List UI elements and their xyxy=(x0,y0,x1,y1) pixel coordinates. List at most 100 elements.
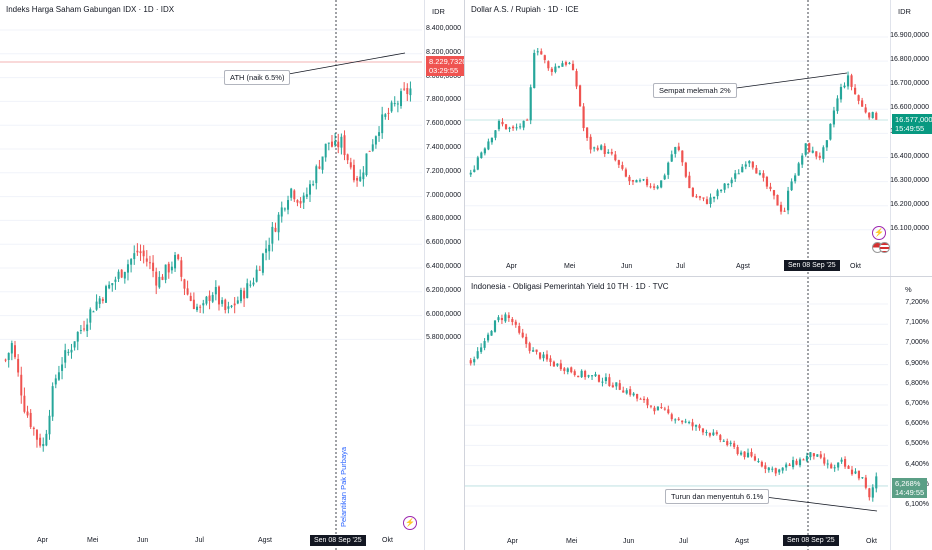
candle-body xyxy=(632,393,635,396)
candle-body xyxy=(158,276,161,288)
candle-body xyxy=(493,320,497,332)
candle-body xyxy=(670,414,673,420)
candle-body xyxy=(614,154,617,161)
pane-divider-vertical[interactable] xyxy=(464,0,465,550)
candle-body xyxy=(762,173,765,178)
candle-body xyxy=(695,196,698,198)
ihsg-candles-svg[interactable] xyxy=(0,0,464,550)
candle-body xyxy=(217,286,220,305)
candle-body xyxy=(274,227,277,232)
usdidr-candles-svg[interactable] xyxy=(465,0,932,276)
candle-body xyxy=(589,136,592,150)
candle-body xyxy=(230,305,233,307)
annotation-connector xyxy=(282,52,406,76)
candle-body xyxy=(608,377,611,386)
candle-body xyxy=(95,301,98,310)
candle-body xyxy=(161,276,164,280)
candle-body xyxy=(483,148,486,154)
candle-body xyxy=(771,468,774,470)
y-tick-label: 16.100,0000 xyxy=(890,224,929,232)
usdidr-price-axis[interactable]: IDR 16.900,0000 16.800,0000 16.700,0000 16.… xyxy=(890,0,932,276)
candle-body xyxy=(795,460,798,465)
candle-body xyxy=(545,354,549,360)
candle-body xyxy=(101,299,104,301)
ihsg-ath-annotation[interactable]: ATH (naik 6.5%) xyxy=(224,70,291,85)
candle-body xyxy=(406,88,409,95)
usdidr-weaken-annotation[interactable]: Sempat melemah 2% xyxy=(653,83,737,98)
candle-body xyxy=(709,197,712,204)
candle-body xyxy=(490,330,493,336)
y-tick-label: 6,800% xyxy=(905,379,929,387)
candle-body xyxy=(199,306,202,308)
candle-body xyxy=(483,341,486,348)
candle-body xyxy=(243,290,246,299)
candle-body xyxy=(638,180,642,182)
candle-body xyxy=(521,332,524,338)
candle-body xyxy=(788,464,791,466)
candle-body xyxy=(92,311,95,313)
candle-body xyxy=(114,279,117,282)
x-tick-label: Jun xyxy=(621,263,633,270)
y-tick-label: 7.400,0000 xyxy=(425,144,461,151)
candle-body xyxy=(13,345,16,358)
usdidr-chart-pane[interactable]: Dollar A.S. / Rupiah · 1D · ICE IDR 16.9… xyxy=(465,0,932,276)
candle-body xyxy=(737,173,740,175)
candle-body xyxy=(340,136,343,148)
candle-body xyxy=(302,195,305,203)
y-tick-label: 6,600% xyxy=(905,420,929,428)
usdidr-last-price-tag: 16.577,0000 15:49:55 xyxy=(892,114,932,134)
candle-body xyxy=(864,477,867,488)
candle-body xyxy=(393,103,396,105)
lightning-icon[interactable]: ⚡ xyxy=(403,516,417,530)
candle-body xyxy=(861,100,864,107)
candle-body xyxy=(324,143,327,158)
candle-body xyxy=(593,147,596,149)
candle-body xyxy=(105,286,107,303)
candle-body xyxy=(174,254,177,269)
yield-candles-svg[interactable] xyxy=(465,277,932,550)
x-tick-label: Mei xyxy=(87,537,99,544)
candle-body xyxy=(642,398,646,401)
candle-body xyxy=(726,441,729,446)
candle-body xyxy=(582,106,585,129)
candle-body xyxy=(126,264,129,273)
candle-body xyxy=(170,266,173,271)
candle-body xyxy=(779,204,783,212)
candle-body xyxy=(540,51,543,55)
candle-body xyxy=(334,141,337,146)
candle-body xyxy=(89,309,92,323)
lightning-icon[interactable]: ⚡ xyxy=(872,226,886,240)
candle-body xyxy=(792,460,795,468)
candle-body xyxy=(805,456,809,461)
ihsg-price-axis[interactable]: IDR 8.400,0000 8.200,0000 8.000,0000 7.800,… xyxy=(424,0,464,550)
yield-chart-pane[interactable]: Indonesia - Obligasi Pemerintah Yield 10… xyxy=(465,277,932,550)
candle-body xyxy=(356,177,359,181)
candle-body xyxy=(786,190,790,211)
candle-body xyxy=(283,208,286,210)
candle-body xyxy=(741,166,744,173)
candle-body xyxy=(561,63,564,67)
y-tick-label: 6,400% xyxy=(905,460,929,468)
candle-body xyxy=(847,466,850,469)
candle-body xyxy=(712,196,716,199)
candle-body xyxy=(519,126,522,128)
yield-price-axis[interactable]: % 7,200% 7,100% 7,000% 6,900% 6,800% 6,700% 6,… xyxy=(890,277,932,550)
y-tick-label: 16.700,0000 xyxy=(890,80,929,88)
yield-drop-annotation[interactable]: Turun dan menyentuh 6.1% xyxy=(665,489,770,504)
candle-body xyxy=(261,253,264,273)
candle-body xyxy=(564,62,568,65)
candle-body xyxy=(839,86,843,100)
candle-body xyxy=(864,107,867,113)
y-tick-label: 6,100% xyxy=(905,501,929,508)
pane-divider-horizontal[interactable] xyxy=(465,276,932,277)
candle-body xyxy=(701,428,705,433)
y-tick-label: 8.400,0000 xyxy=(425,25,461,32)
candle-body xyxy=(224,299,227,311)
ihsg-chart-pane[interactable]: Indeks Harga Saham Gabungan IDX · 1D · I… xyxy=(0,0,464,550)
candle-body xyxy=(148,262,151,264)
x-tick-label: Okt xyxy=(850,263,861,270)
candle-body xyxy=(846,75,850,87)
candle-body xyxy=(615,382,618,387)
candle-body xyxy=(536,51,539,53)
candle-body xyxy=(196,306,199,311)
